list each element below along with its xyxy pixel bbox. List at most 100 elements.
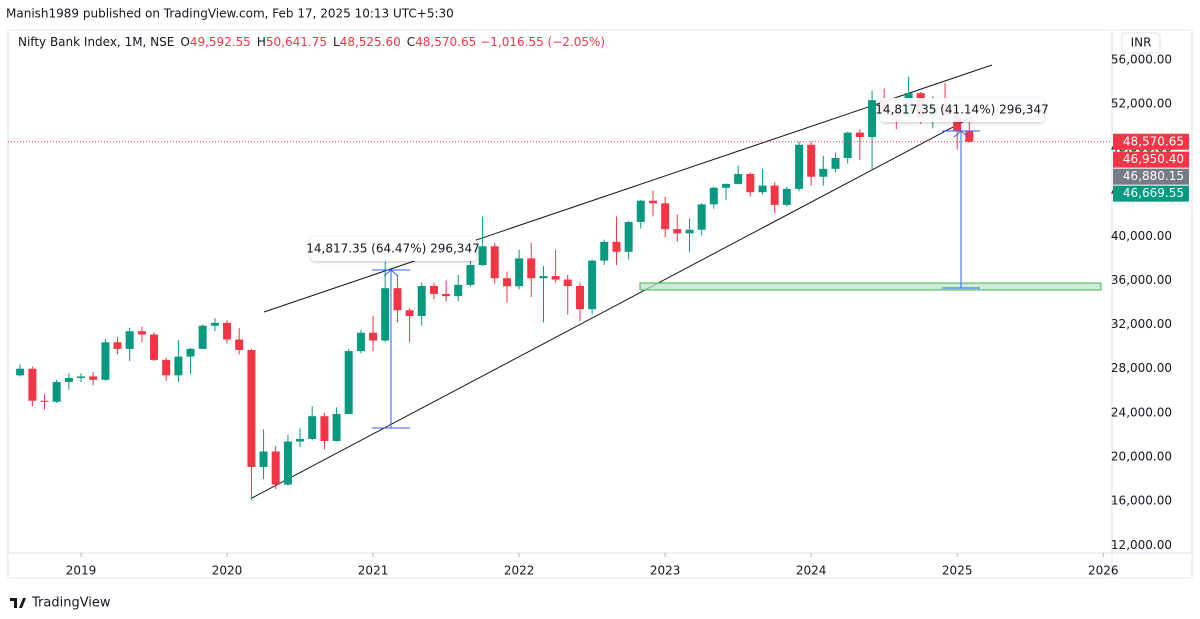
candle-body — [429, 285, 438, 295]
candle-body — [332, 413, 341, 442]
candle-body — [28, 368, 37, 401]
candle-body — [478, 246, 487, 266]
y-tick-label: 24,000.00 — [1111, 405, 1172, 419]
candle-body — [649, 200, 658, 204]
candle-body — [527, 258, 536, 279]
measure-arrow — [383, 269, 399, 277]
x-tick-label: 2024 — [796, 564, 827, 578]
candle-body — [685, 229, 694, 234]
currency[interactable]: INR — [1131, 36, 1152, 50]
price-label: 48,570.65 — [1123, 134, 1184, 148]
candle-body — [855, 132, 864, 138]
x-tick-label: 2021 — [358, 564, 389, 578]
x-tick-label: 2019 — [66, 564, 97, 578]
x-tick-label: 2023 — [650, 564, 681, 578]
x-tick-label: 2026 — [1088, 564, 1119, 578]
ohlc: O49,592.55 H50,641.75 L48,525.60 C48,570.65 — [180, 35, 476, 49]
candle-body — [795, 144, 804, 189]
candle-body — [673, 229, 682, 234]
candle-body — [40, 400, 49, 402]
measure-label: 14,817.35 (64.47%) 296,347 — [306, 242, 479, 256]
candle-body — [64, 378, 73, 382]
candle-body — [466, 265, 475, 285]
candle-body — [551, 276, 560, 280]
pane-frame — [7, 29, 1193, 579]
candle-body — [113, 342, 122, 349]
price-label: 46,880.15 — [1123, 169, 1184, 183]
candle-body — [308, 416, 317, 439]
candle-body — [223, 322, 232, 340]
measure-label: 14,817.35 (41.14%) 296,347 — [875, 103, 1048, 117]
ohlc-value: 48,570.65 — [415, 35, 476, 49]
candle-body — [125, 331, 134, 349]
candle-body — [697, 204, 706, 230]
candle-body — [636, 200, 645, 222]
measure-arrow — [953, 130, 969, 138]
y-tick-label: 52,000.00 — [1111, 96, 1172, 110]
ohlc-key: C — [407, 35, 415, 49]
candle-body — [539, 276, 548, 279]
candle-body — [502, 278, 511, 287]
candle-body — [770, 185, 779, 205]
candle-body — [965, 130, 974, 142]
y-tick-label: 16,000.00 — [1111, 494, 1172, 508]
candle-body — [758, 185, 767, 193]
ohlc-value: 49,592.55 — [190, 35, 251, 49]
candle-body — [356, 332, 365, 352]
candle-body — [150, 334, 159, 360]
ohlc-value: 50,641.75 — [266, 35, 327, 49]
candle-body — [661, 203, 670, 230]
candle-body — [734, 173, 743, 184]
symbol: Nifty Bank Index, 1M, NSE — [18, 35, 174, 49]
candle-body — [405, 310, 414, 316]
candle-body — [417, 285, 426, 316]
candle-body — [868, 100, 877, 138]
y-tick-label: 36,000.00 — [1111, 273, 1172, 287]
candle-body — [137, 331, 146, 335]
candle-body — [490, 246, 499, 279]
y-tick-label: 28,000.00 — [1111, 361, 1172, 375]
support-zone — [639, 282, 1102, 291]
candle-body — [369, 332, 378, 341]
candle-body — [259, 451, 268, 467]
footer: TradingView — [10, 596, 111, 611]
candle-body — [588, 260, 597, 310]
candle-body — [162, 359, 171, 376]
legend: Nifty Bank Index, 1M, NSE O49,592.55 H50,6… — [18, 35, 605, 49]
logo — [10, 598, 26, 608]
ohlc-key: L — [333, 35, 340, 49]
candle-body — [381, 288, 390, 341]
x-tick-label: 2022 — [504, 564, 535, 578]
ohlc-value: 48,525.60 — [340, 35, 401, 49]
price-label-box — [1113, 185, 1189, 202]
price-label-box — [1113, 133, 1189, 150]
candle-body — [344, 351, 353, 414]
y-tick-label: 32,000.00 — [1111, 317, 1172, 331]
candle-body — [600, 241, 609, 261]
y-tick-label: 40,000.00 — [1111, 229, 1172, 243]
x-tick-label: 2025 — [942, 564, 973, 578]
candle-body — [52, 381, 61, 402]
y-tick-label: 20,000.00 — [1111, 450, 1172, 464]
candle-body — [174, 356, 183, 376]
change: −1,016.55 (−2.05%) — [480, 35, 605, 49]
candle-body — [77, 376, 86, 379]
candle-body — [89, 376, 98, 380]
currency-box[interactable] — [1121, 32, 1161, 54]
candle-body — [953, 115, 962, 131]
price-label: 46,950.40 — [1123, 152, 1184, 166]
candle-body — [442, 294, 451, 297]
candle-body — [831, 157, 840, 169]
candle-body — [576, 285, 585, 310]
candle-body — [746, 173, 755, 193]
candle-body — [612, 241, 621, 252]
candle-body — [454, 284, 463, 297]
ohlc-key: H — [257, 35, 266, 49]
candle-body — [210, 322, 219, 326]
candle-body — [283, 441, 292, 485]
measure-box — [880, 98, 1044, 122]
candle-body — [782, 188, 791, 205]
candle-body — [709, 187, 718, 205]
price-label: 46,669.55 — [1123, 186, 1184, 200]
